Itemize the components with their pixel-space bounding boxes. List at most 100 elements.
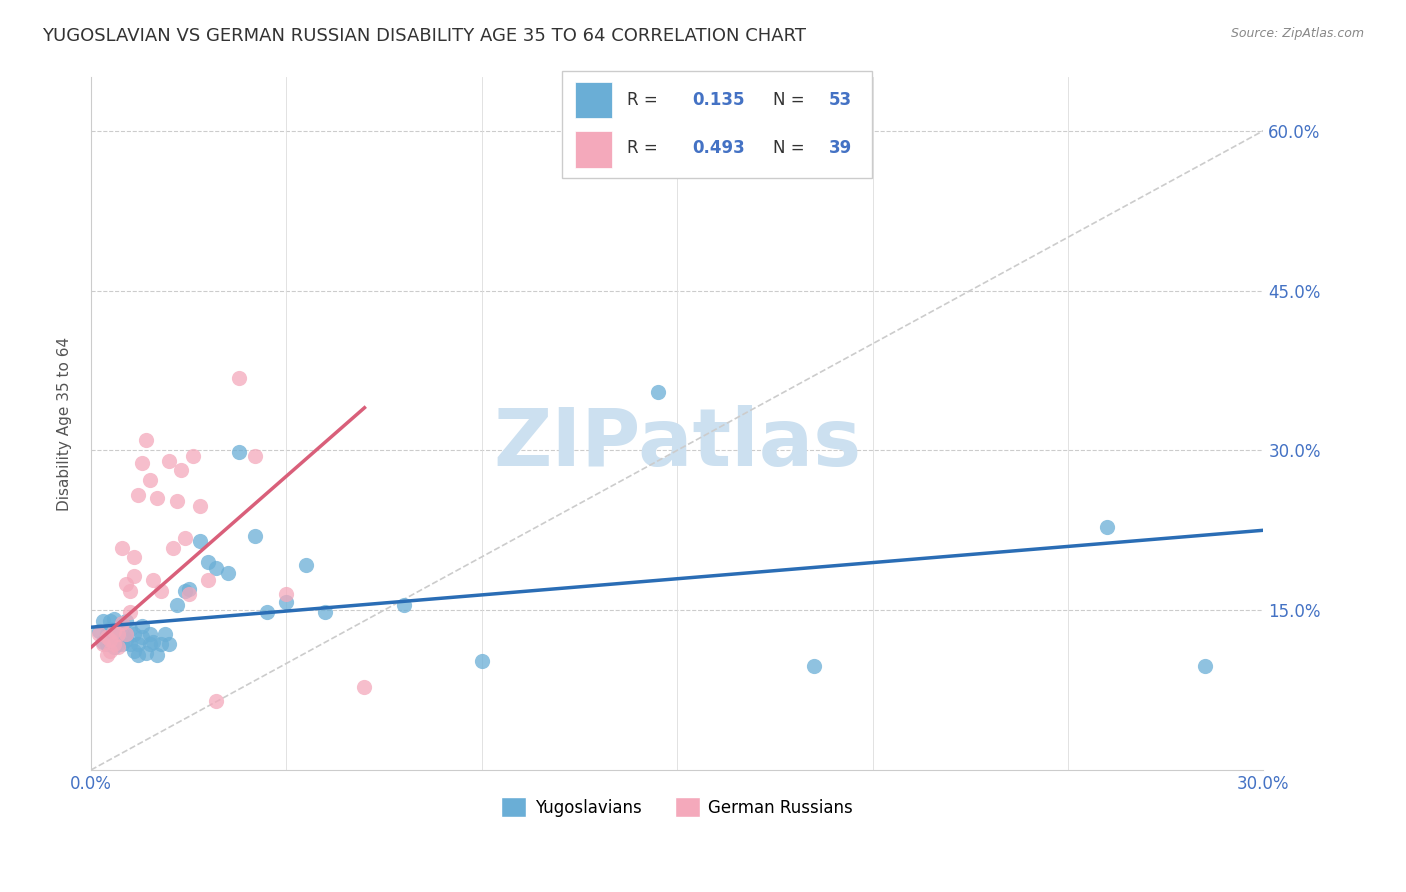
Point <box>243 449 266 463</box>
Point <box>228 371 250 385</box>
Point <box>217 566 239 580</box>
FancyBboxPatch shape <box>562 71 872 178</box>
Point <box>177 587 200 601</box>
Point <box>115 626 138 640</box>
Point <box>256 605 278 619</box>
Point <box>107 623 129 637</box>
Point <box>197 574 219 588</box>
Text: R =: R = <box>627 91 664 109</box>
Text: ZIPatlas: ZIPatlas <box>494 406 862 483</box>
Point <box>150 584 173 599</box>
Point <box>166 598 188 612</box>
Y-axis label: Disability Age 35 to 64: Disability Age 35 to 64 <box>58 336 72 511</box>
Point <box>135 646 157 660</box>
Point <box>276 594 298 608</box>
Point <box>188 499 211 513</box>
Point <box>100 643 122 657</box>
Point <box>228 445 250 459</box>
Text: R =: R = <box>627 139 664 157</box>
Point <box>96 626 118 640</box>
Point <box>96 637 118 651</box>
Point <box>118 637 141 651</box>
Point <box>197 555 219 569</box>
Point <box>100 623 122 637</box>
Point <box>103 637 125 651</box>
Point <box>103 640 125 655</box>
Point <box>111 541 134 556</box>
Point <box>295 558 318 573</box>
Text: 39: 39 <box>828 139 852 157</box>
Point <box>157 454 180 468</box>
Point <box>100 614 122 628</box>
Point <box>353 680 375 694</box>
Point <box>188 533 211 548</box>
Point <box>276 587 298 601</box>
Point <box>153 626 176 640</box>
Text: 0.135: 0.135 <box>692 91 745 109</box>
Point <box>135 433 157 447</box>
Point <box>111 626 134 640</box>
Point <box>118 605 141 619</box>
Point <box>803 658 825 673</box>
Point <box>131 456 153 470</box>
Point <box>111 615 134 630</box>
Point <box>127 488 149 502</box>
Text: 53: 53 <box>828 91 852 109</box>
Point <box>205 694 228 708</box>
Point <box>166 494 188 508</box>
Point <box>146 491 169 506</box>
Point <box>142 635 165 649</box>
Point <box>1095 520 1118 534</box>
Point <box>127 648 149 662</box>
FancyBboxPatch shape <box>575 82 612 119</box>
Point <box>150 637 173 651</box>
Point <box>115 576 138 591</box>
Point <box>103 612 125 626</box>
Point <box>173 531 195 545</box>
Point <box>91 635 114 649</box>
Point <box>118 623 141 637</box>
Point <box>181 449 204 463</box>
Text: N =: N = <box>773 91 810 109</box>
Point <box>87 626 110 640</box>
Point <box>243 528 266 542</box>
Point <box>162 541 184 556</box>
Point <box>146 648 169 662</box>
Point <box>131 619 153 633</box>
Legend: Yugoslavians, German Russians: Yugoslavians, German Russians <box>495 790 859 824</box>
Point <box>122 626 145 640</box>
Point <box>138 626 160 640</box>
Point <box>107 626 129 640</box>
Text: N =: N = <box>773 139 810 157</box>
Point <box>138 473 160 487</box>
Point <box>173 584 195 599</box>
Point <box>111 615 134 630</box>
Point <box>122 569 145 583</box>
Point <box>91 637 114 651</box>
Point <box>177 582 200 596</box>
Point <box>138 637 160 651</box>
Point <box>96 648 118 662</box>
Point <box>122 549 145 564</box>
Point <box>100 630 122 644</box>
Point <box>131 630 153 644</box>
Point <box>103 626 125 640</box>
Point <box>314 605 336 619</box>
Point <box>91 614 114 628</box>
Point <box>392 598 415 612</box>
Point <box>96 630 118 644</box>
Point <box>111 637 134 651</box>
Point <box>103 624 125 639</box>
Point <box>107 637 129 651</box>
Point <box>115 614 138 628</box>
Point <box>205 560 228 574</box>
Point <box>127 637 149 651</box>
Text: Source: ZipAtlas.com: Source: ZipAtlas.com <box>1230 27 1364 40</box>
Point <box>170 462 193 476</box>
Point <box>107 640 129 655</box>
Text: YUGOSLAVIAN VS GERMAN RUSSIAN DISABILITY AGE 35 TO 64 CORRELATION CHART: YUGOSLAVIAN VS GERMAN RUSSIAN DISABILITY… <box>42 27 806 45</box>
FancyBboxPatch shape <box>575 131 612 168</box>
Point <box>87 624 110 639</box>
Text: 0.493: 0.493 <box>692 139 745 157</box>
Point <box>1194 658 1216 673</box>
